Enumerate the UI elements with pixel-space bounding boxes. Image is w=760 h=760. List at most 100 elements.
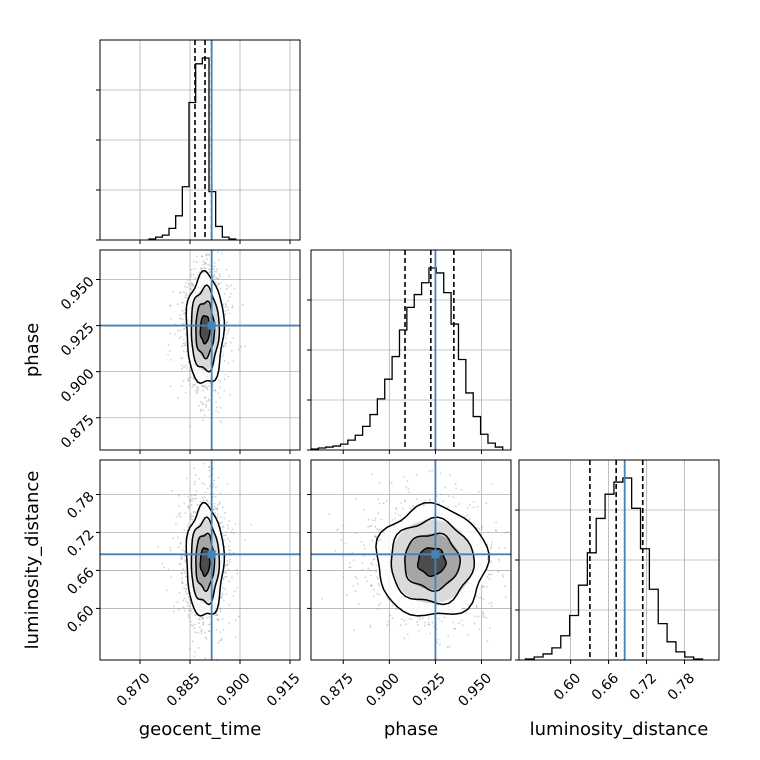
sample-point [219,492,222,495]
sample-point [206,258,209,261]
sample-point [429,499,431,502]
sample-point [513,552,515,554]
sample-point [179,542,182,545]
sample-point [497,570,500,573]
sample-point [244,345,246,348]
sample-point [466,634,469,636]
sample-point [186,286,189,289]
sample-point [397,514,400,517]
sample-point [188,368,191,371]
histogram-bin [570,616,579,660]
sample-point [205,499,208,502]
sample-point [225,288,228,290]
sample-point [192,624,194,627]
sample-point [216,516,219,518]
x-tick-label: 0.72 [627,670,660,703]
sample-point [455,505,457,508]
sample-point [223,517,226,520]
sample-point [205,616,208,619]
x-tick-label: 0.66 [589,670,622,703]
histogram-bin [340,444,347,450]
sample-point [371,539,374,542]
sample-point [388,623,390,626]
sample-point [226,524,229,527]
sample-point [195,392,198,395]
histogram-bin [370,415,377,450]
sample-point [190,275,193,278]
sample-point [354,575,357,578]
sample-point [223,539,225,541]
sample-point [194,493,197,496]
sample-point [212,389,215,392]
sample-point [373,595,375,598]
sample-point [421,617,424,620]
sample-point [365,580,368,583]
sample-point [201,267,204,269]
sample-point [226,483,229,486]
sample-point [185,600,188,603]
sample-point [187,526,189,528]
sample-point [166,589,168,592]
sample-point [200,255,203,258]
sample-point [461,607,464,610]
sample-point [236,572,239,575]
sample-point [179,314,181,317]
sample-point [204,267,207,270]
sample-point [217,476,220,479]
sample-point [182,568,185,571]
sample-point [208,630,211,633]
sample-point [356,583,359,585]
sample-point [375,571,377,573]
sample-point [181,310,184,312]
sample-point [408,491,411,494]
sample-point [408,617,411,620]
sample-point [193,655,196,658]
sample-point [224,342,226,345]
sample-point [428,623,431,626]
sample-point [198,404,200,407]
sample-point [184,588,187,591]
sample-point [188,647,191,650]
sample-point [220,252,223,255]
sample-point [340,538,343,541]
sample-point [206,500,209,503]
sample-point [181,581,184,584]
sample-point [199,454,201,456]
sample-point [236,568,238,571]
sample-point [167,568,170,571]
sample-point [401,618,403,621]
sample-point [194,277,197,279]
sample-point [205,636,207,639]
sample-point [185,281,188,284]
sample-point [395,608,398,611]
sample-point [374,535,377,538]
sample-point [200,269,203,271]
sample-point [215,613,218,616]
sample-point [478,628,481,631]
sample-point [172,290,175,293]
sample-point [219,287,222,290]
sample-point [198,626,201,629]
sample-point [437,617,440,620]
panel-border [99,249,301,451]
sample-point [191,640,194,643]
sample-point [415,473,418,476]
sample-point [181,322,184,325]
sample-point [212,467,214,470]
sample-point [212,492,215,495]
sample-point [169,350,171,352]
sample-point [183,344,186,347]
histogram-bin [641,549,650,660]
sample-point [223,293,226,296]
sample-point [206,388,209,391]
sample-point [169,358,172,361]
histogram-outline [524,477,704,660]
sample-point [220,521,223,524]
sample-point [517,580,519,582]
sample-point [193,510,196,513]
sample-point [196,389,199,392]
sample-point [199,401,202,403]
sample-point [184,308,186,311]
sample-point [427,617,430,620]
